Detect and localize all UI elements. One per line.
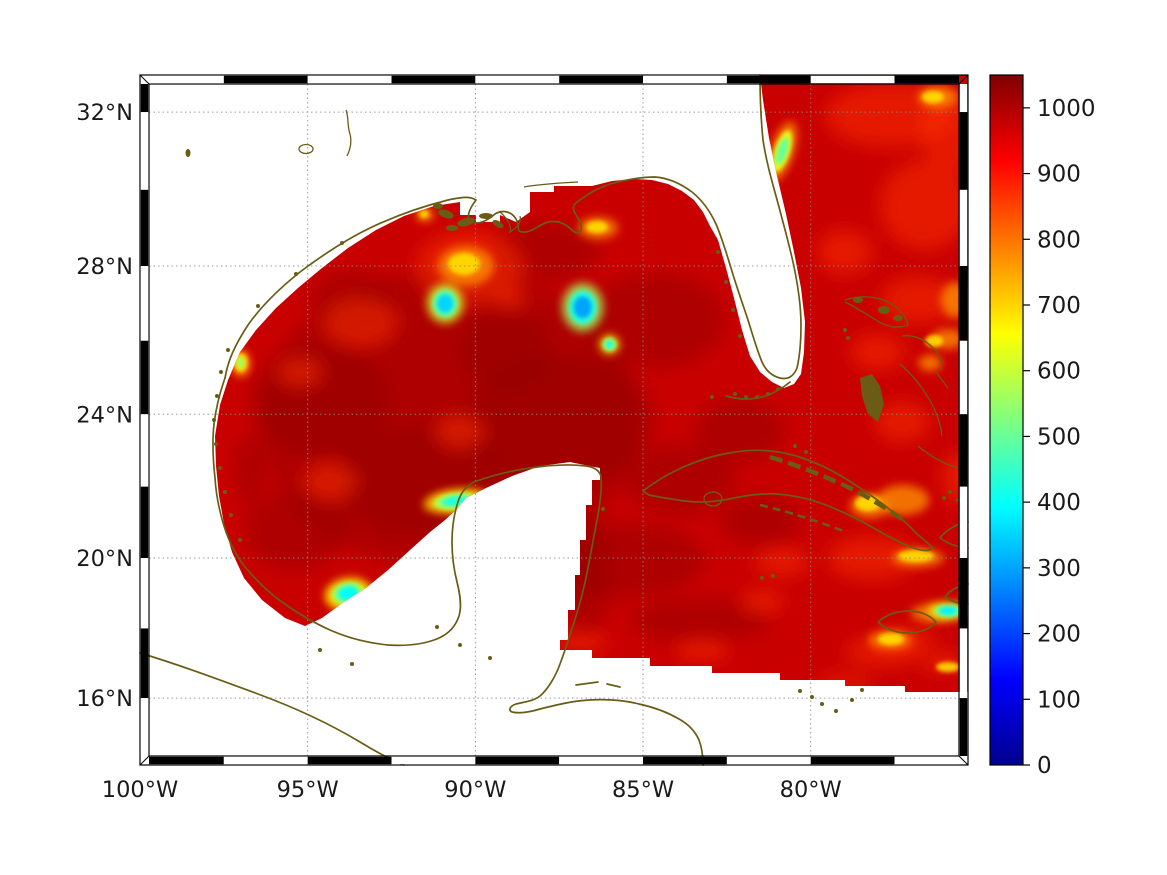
y-tick-label: 20°N — [76, 546, 133, 572]
frame-inner — [148, 83, 960, 757]
cuba-north-archipelago — [769, 454, 907, 523]
isle-of-youth-outline — [703, 491, 723, 507]
texas-coast-spot — [231, 349, 250, 377]
colorbar-tick-label: 200 — [1037, 622, 1081, 648]
mexico-yucatan-honduras-coastline — [212, 377, 704, 766]
x-tick-label: 90°W — [444, 777, 506, 803]
x-tick-label: 80°W — [780, 777, 842, 803]
x-tick-label: 100°W — [102, 777, 178, 803]
gulf-low-spot-1 — [426, 283, 464, 324]
florida-atlantic-streak — [767, 121, 797, 181]
colorbar-tick-label: 300 — [1037, 556, 1081, 582]
inland-lakes — [185, 109, 352, 157]
colorbar-tick-label: 600 — [1037, 359, 1081, 385]
y-tick-label: 28°N — [76, 254, 133, 280]
colorbar: 0 100 200 300 400 500 600 700 800 900 1000 — [989, 74, 1096, 779]
colorbar-gradient — [989, 74, 1024, 766]
jamaica-coastline — [877, 610, 937, 634]
gulf-low-spot-3 — [599, 334, 620, 355]
y-tick-label: 16°N — [76, 686, 133, 712]
frame-corner-notch — [958, 755, 969, 766]
frame-outer — [139, 74, 969, 766]
louisiana-marsh — [433, 181, 579, 234]
x-tick-label: 85°W — [612, 777, 674, 803]
frame-corner-notch — [958, 74, 969, 85]
colorbar-tick-label: 400 — [1037, 490, 1081, 516]
y-tick-label: 32°N — [76, 100, 133, 126]
y-tick-label: 24°N — [76, 402, 133, 428]
pacific-mexico-coastline — [139, 652, 405, 766]
graticule-gridlines — [140, 75, 968, 765]
colorbar-tick-label: 1000 — [1037, 96, 1096, 122]
frame-corner-notch — [139, 74, 150, 85]
colorbar-tick-label: 500 — [1037, 424, 1081, 450]
cuba-coastline — [642, 449, 934, 552]
x-tick-label: 95°W — [277, 777, 339, 803]
colorbar-tick-label: 700 — [1037, 293, 1081, 319]
frame-corner-notch — [139, 755, 150, 766]
bahamas-islands — [844, 296, 969, 470]
colorbar-tick-label: 900 — [1037, 162, 1081, 188]
islet-dots — [212, 241, 968, 713]
cuba-south-reefs — [759, 503, 847, 534]
bay-islands — [575, 681, 621, 688]
axis-tick-labels: 32°N 28°N 24°N 20°N 16°N 100°W 95°W 90°W 85°W 80°… — [76, 100, 842, 803]
coastlines — [139, 74, 969, 766]
colorbar-tick-label: 800 — [1037, 227, 1081, 253]
gulf-low-spot-2 — [561, 283, 604, 332]
us-gulf-and-florida-coastline — [224, 74, 802, 380]
colorbar-tick-label: 0 — [1037, 753, 1052, 779]
map-frame — [139, 74, 969, 766]
colorbar-tick-label: 100 — [1037, 687, 1081, 713]
